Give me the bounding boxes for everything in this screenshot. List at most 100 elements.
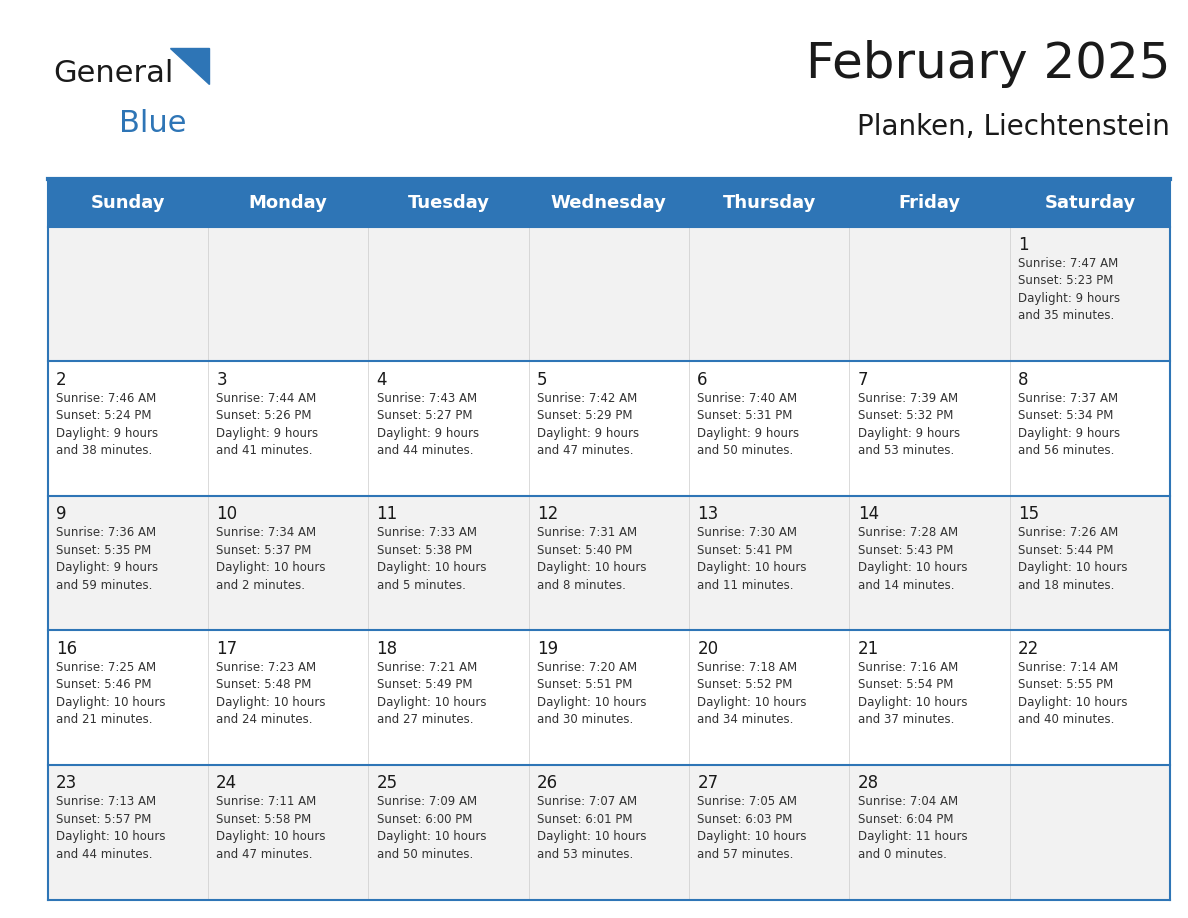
Text: Daylight: 9 hours: Daylight: 9 hours: [377, 427, 479, 440]
Text: and 35 minutes.: and 35 minutes.: [1018, 309, 1114, 322]
Text: Sunrise: 7:07 AM: Sunrise: 7:07 AM: [537, 795, 637, 809]
Text: and 5 minutes.: and 5 minutes.: [377, 578, 466, 591]
Text: Sunrise: 7:21 AM: Sunrise: 7:21 AM: [377, 661, 476, 674]
Text: Sunset: 5:57 PM: Sunset: 5:57 PM: [56, 812, 151, 826]
Text: Daylight: 9 hours: Daylight: 9 hours: [56, 427, 158, 440]
Text: Daylight: 10 hours: Daylight: 10 hours: [377, 830, 486, 844]
Polygon shape: [170, 48, 209, 84]
Text: Sunset: 5:37 PM: Sunset: 5:37 PM: [216, 543, 311, 556]
Text: Sunrise: 7:14 AM: Sunrise: 7:14 AM: [1018, 661, 1118, 674]
Text: Daylight: 10 hours: Daylight: 10 hours: [537, 561, 646, 574]
Text: Sunset: 5:44 PM: Sunset: 5:44 PM: [1018, 543, 1113, 556]
Text: and 18 minutes.: and 18 minutes.: [1018, 578, 1114, 591]
Text: Sunrise: 7:40 AM: Sunrise: 7:40 AM: [697, 392, 797, 405]
Text: Sunrise: 7:43 AM: Sunrise: 7:43 AM: [377, 392, 476, 405]
Text: and 47 minutes.: and 47 minutes.: [216, 847, 312, 861]
Text: Daylight: 10 hours: Daylight: 10 hours: [56, 696, 165, 709]
Text: Daylight: 10 hours: Daylight: 10 hours: [697, 561, 807, 574]
Text: Monday: Monday: [248, 194, 328, 212]
Text: 12: 12: [537, 505, 558, 523]
Text: 6: 6: [697, 371, 708, 388]
Text: Daylight: 9 hours: Daylight: 9 hours: [697, 427, 800, 440]
Text: and 37 minutes.: and 37 minutes.: [858, 713, 954, 726]
Text: Daylight: 10 hours: Daylight: 10 hours: [537, 696, 646, 709]
Text: Sunset: 5:49 PM: Sunset: 5:49 PM: [377, 678, 472, 691]
Text: Sunrise: 7:18 AM: Sunrise: 7:18 AM: [697, 661, 797, 674]
Text: Sunrise: 7:11 AM: Sunrise: 7:11 AM: [216, 795, 316, 809]
Text: Daylight: 10 hours: Daylight: 10 hours: [216, 696, 326, 709]
Text: 20: 20: [697, 640, 719, 657]
Text: and 24 minutes.: and 24 minutes.: [216, 713, 312, 726]
Text: Sunset: 5:32 PM: Sunset: 5:32 PM: [858, 409, 953, 422]
Text: 23: 23: [56, 774, 77, 792]
Text: and 44 minutes.: and 44 minutes.: [377, 444, 473, 457]
Text: Sunset: 5:43 PM: Sunset: 5:43 PM: [858, 543, 953, 556]
Text: Daylight: 10 hours: Daylight: 10 hours: [216, 830, 326, 844]
Text: Sunrise: 7:26 AM: Sunrise: 7:26 AM: [1018, 526, 1118, 539]
Text: Daylight: 10 hours: Daylight: 10 hours: [377, 696, 486, 709]
Bar: [48, 362, 1170, 496]
Text: Sunset: 5:40 PM: Sunset: 5:40 PM: [537, 543, 632, 556]
Text: and 38 minutes.: and 38 minutes.: [56, 444, 152, 457]
Text: Sunrise: 7:13 AM: Sunrise: 7:13 AM: [56, 795, 156, 809]
Text: Sunrise: 7:37 AM: Sunrise: 7:37 AM: [1018, 392, 1118, 405]
Text: Tuesday: Tuesday: [407, 194, 489, 212]
Text: 21: 21: [858, 640, 879, 657]
Text: Daylight: 9 hours: Daylight: 9 hours: [216, 427, 318, 440]
Text: Daylight: 11 hours: Daylight: 11 hours: [858, 830, 967, 844]
Text: Sunset: 5:52 PM: Sunset: 5:52 PM: [697, 678, 792, 691]
Text: Sunrise: 7:23 AM: Sunrise: 7:23 AM: [216, 661, 316, 674]
Text: 3: 3: [216, 371, 227, 388]
Text: 16: 16: [56, 640, 77, 657]
Text: Sunrise: 7:25 AM: Sunrise: 7:25 AM: [56, 661, 156, 674]
Text: Sunrise: 7:28 AM: Sunrise: 7:28 AM: [858, 526, 958, 539]
Text: 19: 19: [537, 640, 558, 657]
Text: 11: 11: [377, 505, 398, 523]
Text: and 27 minutes.: and 27 minutes.: [377, 713, 473, 726]
Text: and 57 minutes.: and 57 minutes.: [697, 847, 794, 861]
Text: and 0 minutes.: and 0 minutes.: [858, 847, 947, 861]
Bar: [48, 765, 1170, 900]
Text: Sunset: 6:04 PM: Sunset: 6:04 PM: [858, 812, 953, 826]
Bar: [48, 227, 1170, 362]
Text: Thursday: Thursday: [722, 194, 816, 212]
Text: 17: 17: [216, 640, 238, 657]
Text: and 8 minutes.: and 8 minutes.: [537, 578, 626, 591]
Text: Sunrise: 7:31 AM: Sunrise: 7:31 AM: [537, 526, 637, 539]
Text: 9: 9: [56, 505, 67, 523]
Text: Daylight: 9 hours: Daylight: 9 hours: [858, 427, 960, 440]
Text: Daylight: 10 hours: Daylight: 10 hours: [858, 696, 967, 709]
Text: 25: 25: [377, 774, 398, 792]
Text: Daylight: 9 hours: Daylight: 9 hours: [1018, 292, 1120, 305]
Text: Sunrise: 7:44 AM: Sunrise: 7:44 AM: [216, 392, 316, 405]
Text: Sunrise: 7:34 AM: Sunrise: 7:34 AM: [216, 526, 316, 539]
Text: Sunset: 5:29 PM: Sunset: 5:29 PM: [537, 409, 632, 422]
Bar: [48, 496, 1170, 631]
Text: Daylight: 10 hours: Daylight: 10 hours: [1018, 561, 1127, 574]
Text: Friday: Friday: [898, 194, 961, 212]
Text: 7: 7: [858, 371, 868, 388]
Text: and 21 minutes.: and 21 minutes.: [56, 713, 152, 726]
Text: Sunset: 5:38 PM: Sunset: 5:38 PM: [377, 543, 472, 556]
Text: Planken, Liechtenstein: Planken, Liechtenstein: [858, 113, 1170, 140]
Text: and 44 minutes.: and 44 minutes.: [56, 847, 152, 861]
Text: 27: 27: [697, 774, 719, 792]
Text: Sunrise: 7:36 AM: Sunrise: 7:36 AM: [56, 526, 156, 539]
Text: and 50 minutes.: and 50 minutes.: [697, 444, 794, 457]
Text: Sunrise: 7:47 AM: Sunrise: 7:47 AM: [1018, 257, 1118, 270]
Text: 13: 13: [697, 505, 719, 523]
Text: Daylight: 10 hours: Daylight: 10 hours: [216, 561, 326, 574]
Text: and 50 minutes.: and 50 minutes.: [377, 847, 473, 861]
Text: 5: 5: [537, 371, 548, 388]
Text: Sunrise: 7:30 AM: Sunrise: 7:30 AM: [697, 526, 797, 539]
Text: Daylight: 10 hours: Daylight: 10 hours: [377, 561, 486, 574]
Text: Daylight: 9 hours: Daylight: 9 hours: [56, 561, 158, 574]
Text: and 11 minutes.: and 11 minutes.: [697, 578, 794, 591]
Text: Sunset: 5:58 PM: Sunset: 5:58 PM: [216, 812, 311, 826]
Text: and 41 minutes.: and 41 minutes.: [216, 444, 312, 457]
Text: Daylight: 9 hours: Daylight: 9 hours: [537, 427, 639, 440]
Text: Sunset: 5:26 PM: Sunset: 5:26 PM: [216, 409, 311, 422]
Text: Saturday: Saturday: [1044, 194, 1136, 212]
Text: and 53 minutes.: and 53 minutes.: [537, 847, 633, 861]
Text: and 59 minutes.: and 59 minutes.: [56, 578, 152, 591]
